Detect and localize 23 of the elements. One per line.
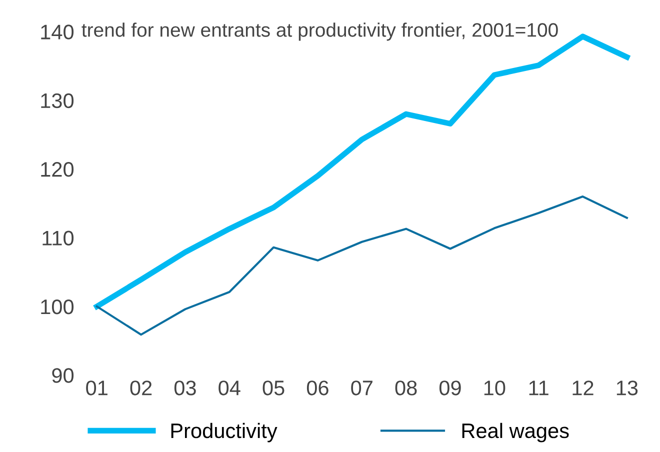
legend-label: Real wages — [462, 422, 569, 442]
line-series — [96, 195, 628, 336]
x-tick-label: 13 — [616, 380, 638, 396]
x-tick-label: 05 — [262, 380, 284, 396]
y-tick-label: 90 — [52, 368, 74, 383]
x-tick-label: 07 — [351, 380, 372, 396]
x-tick-label: 02 — [130, 380, 152, 396]
x-tick-label: 08 — [395, 380, 417, 396]
x-tick-label: 04 — [218, 380, 240, 396]
x-tick-label: 09 — [439, 380, 461, 396]
x-tick-label: 03 — [174, 380, 196, 396]
x-tick-label: 10 — [484, 380, 506, 396]
x-tick-label: 06 — [306, 380, 328, 396]
x-tick-label: 12 — [572, 380, 594, 396]
y-tick-label: 100 — [41, 299, 74, 314]
legend-label: Productivity — [171, 422, 278, 442]
y-tick-label: 110 — [42, 230, 74, 246]
x-tick-label: 11 — [529, 380, 548, 396]
y-tick-label: 120 — [41, 162, 74, 177]
y-tick-label: 130 — [41, 93, 74, 108]
x-tick-label: 01 — [86, 380, 108, 396]
chart-title: trend for new entrants at productivity frontier, 2001=100 — [82, 22, 558, 41]
y-tick-label: 140 — [41, 24, 74, 40]
